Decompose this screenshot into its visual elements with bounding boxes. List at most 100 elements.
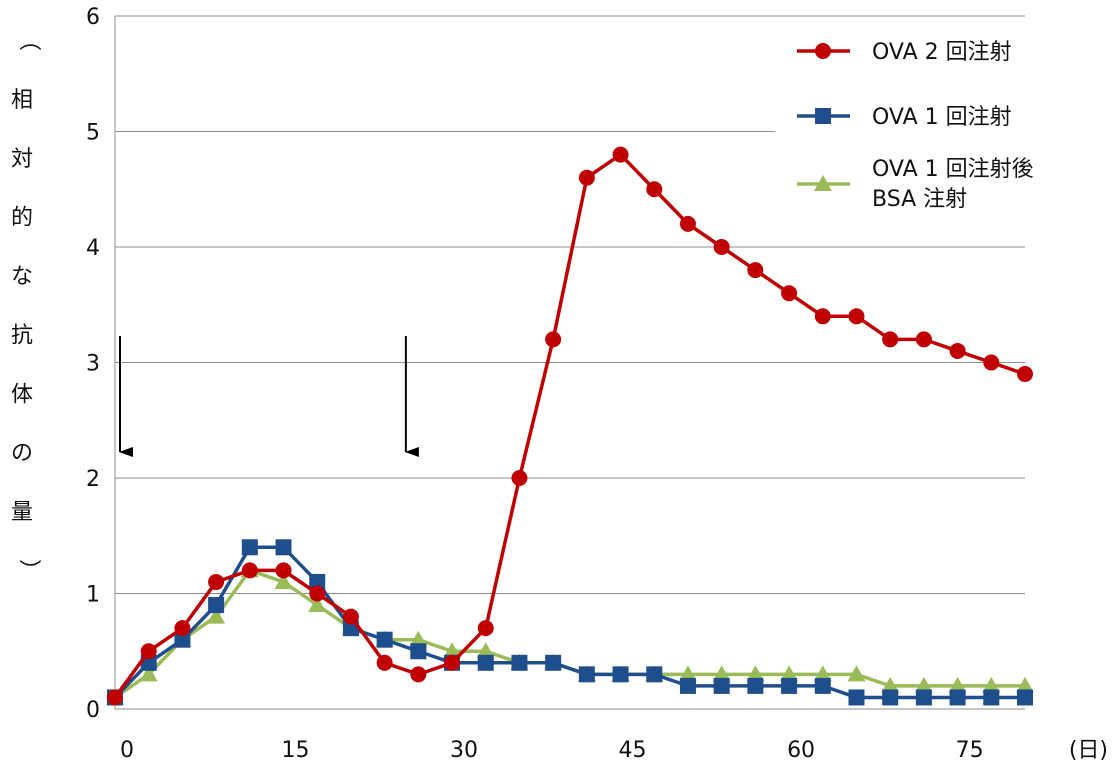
data-point bbox=[1017, 689, 1033, 706]
legend: OVA 2 回注射 OVA 1 回注射 OVA 1 回注射後 BSA 注射 bbox=[775, 22, 1075, 222]
data-point bbox=[410, 666, 427, 683]
data-point bbox=[915, 331, 932, 348]
legend-swatch-marker bbox=[814, 175, 832, 191]
x-tick-label: 0 bbox=[120, 738, 134, 763]
data-point bbox=[882, 689, 899, 706]
data-point bbox=[309, 585, 326, 602]
data-point bbox=[882, 331, 899, 348]
x-axis-label: (日) bbox=[1069, 738, 1108, 763]
data-point bbox=[208, 573, 225, 590]
y-tick-label: 4 bbox=[86, 236, 100, 261]
y-axis-label-char: の bbox=[11, 441, 33, 466]
data-point bbox=[376, 631, 393, 648]
legend-label: OVA 1 回注射後 bbox=[872, 157, 1034, 182]
series-line bbox=[113, 152, 1026, 699]
data-point bbox=[713, 239, 730, 255]
data-point bbox=[545, 331, 562, 348]
data-point bbox=[241, 562, 258, 579]
data-point bbox=[781, 285, 798, 302]
data-point bbox=[107, 689, 123, 706]
x-tick-label: 30 bbox=[450, 738, 478, 763]
y-axis-label-char: 量 bbox=[11, 500, 33, 525]
data-point bbox=[410, 643, 427, 660]
data-point bbox=[545, 654, 562, 671]
legend-label: OVA 1 回注射 bbox=[872, 105, 1012, 130]
y-axis-label-char: 的 bbox=[11, 206, 33, 231]
data-point bbox=[140, 643, 157, 660]
legend-swatch-marker bbox=[815, 108, 831, 124]
data-point bbox=[208, 597, 225, 614]
data-point bbox=[578, 666, 595, 683]
series-line bbox=[113, 545, 1025, 700]
y-axis-label-char: 相 bbox=[11, 88, 33, 113]
y-axis-label-char: 抗 bbox=[11, 323, 33, 348]
y-axis-label-char: 対 bbox=[11, 147, 33, 172]
data-point bbox=[914, 676, 933, 693]
data-point bbox=[477, 620, 494, 637]
gridlines bbox=[115, 15, 1025, 710]
annotations bbox=[119, 336, 419, 457]
data-point bbox=[814, 308, 831, 325]
series-square bbox=[107, 539, 1033, 706]
data-point bbox=[578, 169, 595, 186]
data-point bbox=[814, 677, 831, 694]
y-tick-label: 3 bbox=[86, 352, 100, 377]
data-point bbox=[309, 573, 326, 590]
data-point bbox=[949, 689, 966, 706]
data-point bbox=[713, 677, 730, 694]
y-axis-label-paren: （ bbox=[16, 29, 41, 51]
legend-label: OVA 2 回注射 bbox=[872, 40, 1012, 65]
x-tick-label: 45 bbox=[619, 738, 647, 763]
y-tick-label: 5 bbox=[86, 121, 100, 146]
data-point bbox=[813, 665, 832, 682]
data-point bbox=[983, 354, 1000, 371]
y-axis-label-char: な bbox=[11, 265, 33, 290]
data-point bbox=[679, 677, 696, 694]
data-point bbox=[139, 665, 158, 682]
data-point bbox=[342, 608, 359, 625]
data-point bbox=[409, 630, 428, 647]
data-point bbox=[678, 665, 697, 682]
data-point bbox=[275, 562, 292, 579]
data-point bbox=[511, 654, 528, 671]
data-point bbox=[275, 539, 292, 556]
data-point bbox=[982, 676, 1001, 693]
data-point bbox=[646, 666, 663, 683]
axis-labels: (日) 相対的な抗体の量 （ ） bbox=[11, 29, 1108, 763]
data-point bbox=[1017, 366, 1033, 383]
data-point bbox=[477, 654, 494, 671]
y-tick-label: 1 bbox=[86, 583, 100, 608]
data-point bbox=[612, 146, 629, 163]
data-point bbox=[207, 607, 226, 624]
data-point bbox=[747, 677, 764, 694]
data-point bbox=[949, 342, 966, 359]
y-tick-label: 2 bbox=[86, 467, 100, 492]
data-point bbox=[174, 631, 191, 648]
data-point bbox=[948, 676, 967, 693]
series-line bbox=[114, 568, 1025, 699]
y-tick-label: 6 bbox=[86, 5, 100, 30]
data-point bbox=[679, 215, 696, 232]
legend-swatch-marker bbox=[815, 43, 831, 59]
data-point bbox=[848, 689, 865, 706]
data-point bbox=[308, 596, 327, 613]
y-axis-label: 相対的な抗体の量 bbox=[11, 88, 33, 525]
data-point bbox=[241, 539, 258, 556]
data-point bbox=[1016, 676, 1034, 693]
y-tick-label: 0 bbox=[86, 698, 100, 723]
data-point bbox=[712, 665, 731, 682]
y-axis-label-paren: ） bbox=[16, 559, 41, 581]
data-point bbox=[747, 262, 764, 279]
legend-label: BSA 注射 bbox=[872, 187, 967, 212]
series bbox=[106, 146, 1034, 706]
data-point bbox=[746, 665, 765, 682]
data-point bbox=[780, 665, 799, 682]
data-point bbox=[881, 676, 900, 693]
data-point bbox=[376, 654, 393, 671]
x-tick-label: 15 bbox=[282, 738, 310, 763]
data-point bbox=[476, 642, 495, 659]
series-triangle bbox=[106, 561, 1034, 705]
series-circle bbox=[107, 146, 1033, 706]
